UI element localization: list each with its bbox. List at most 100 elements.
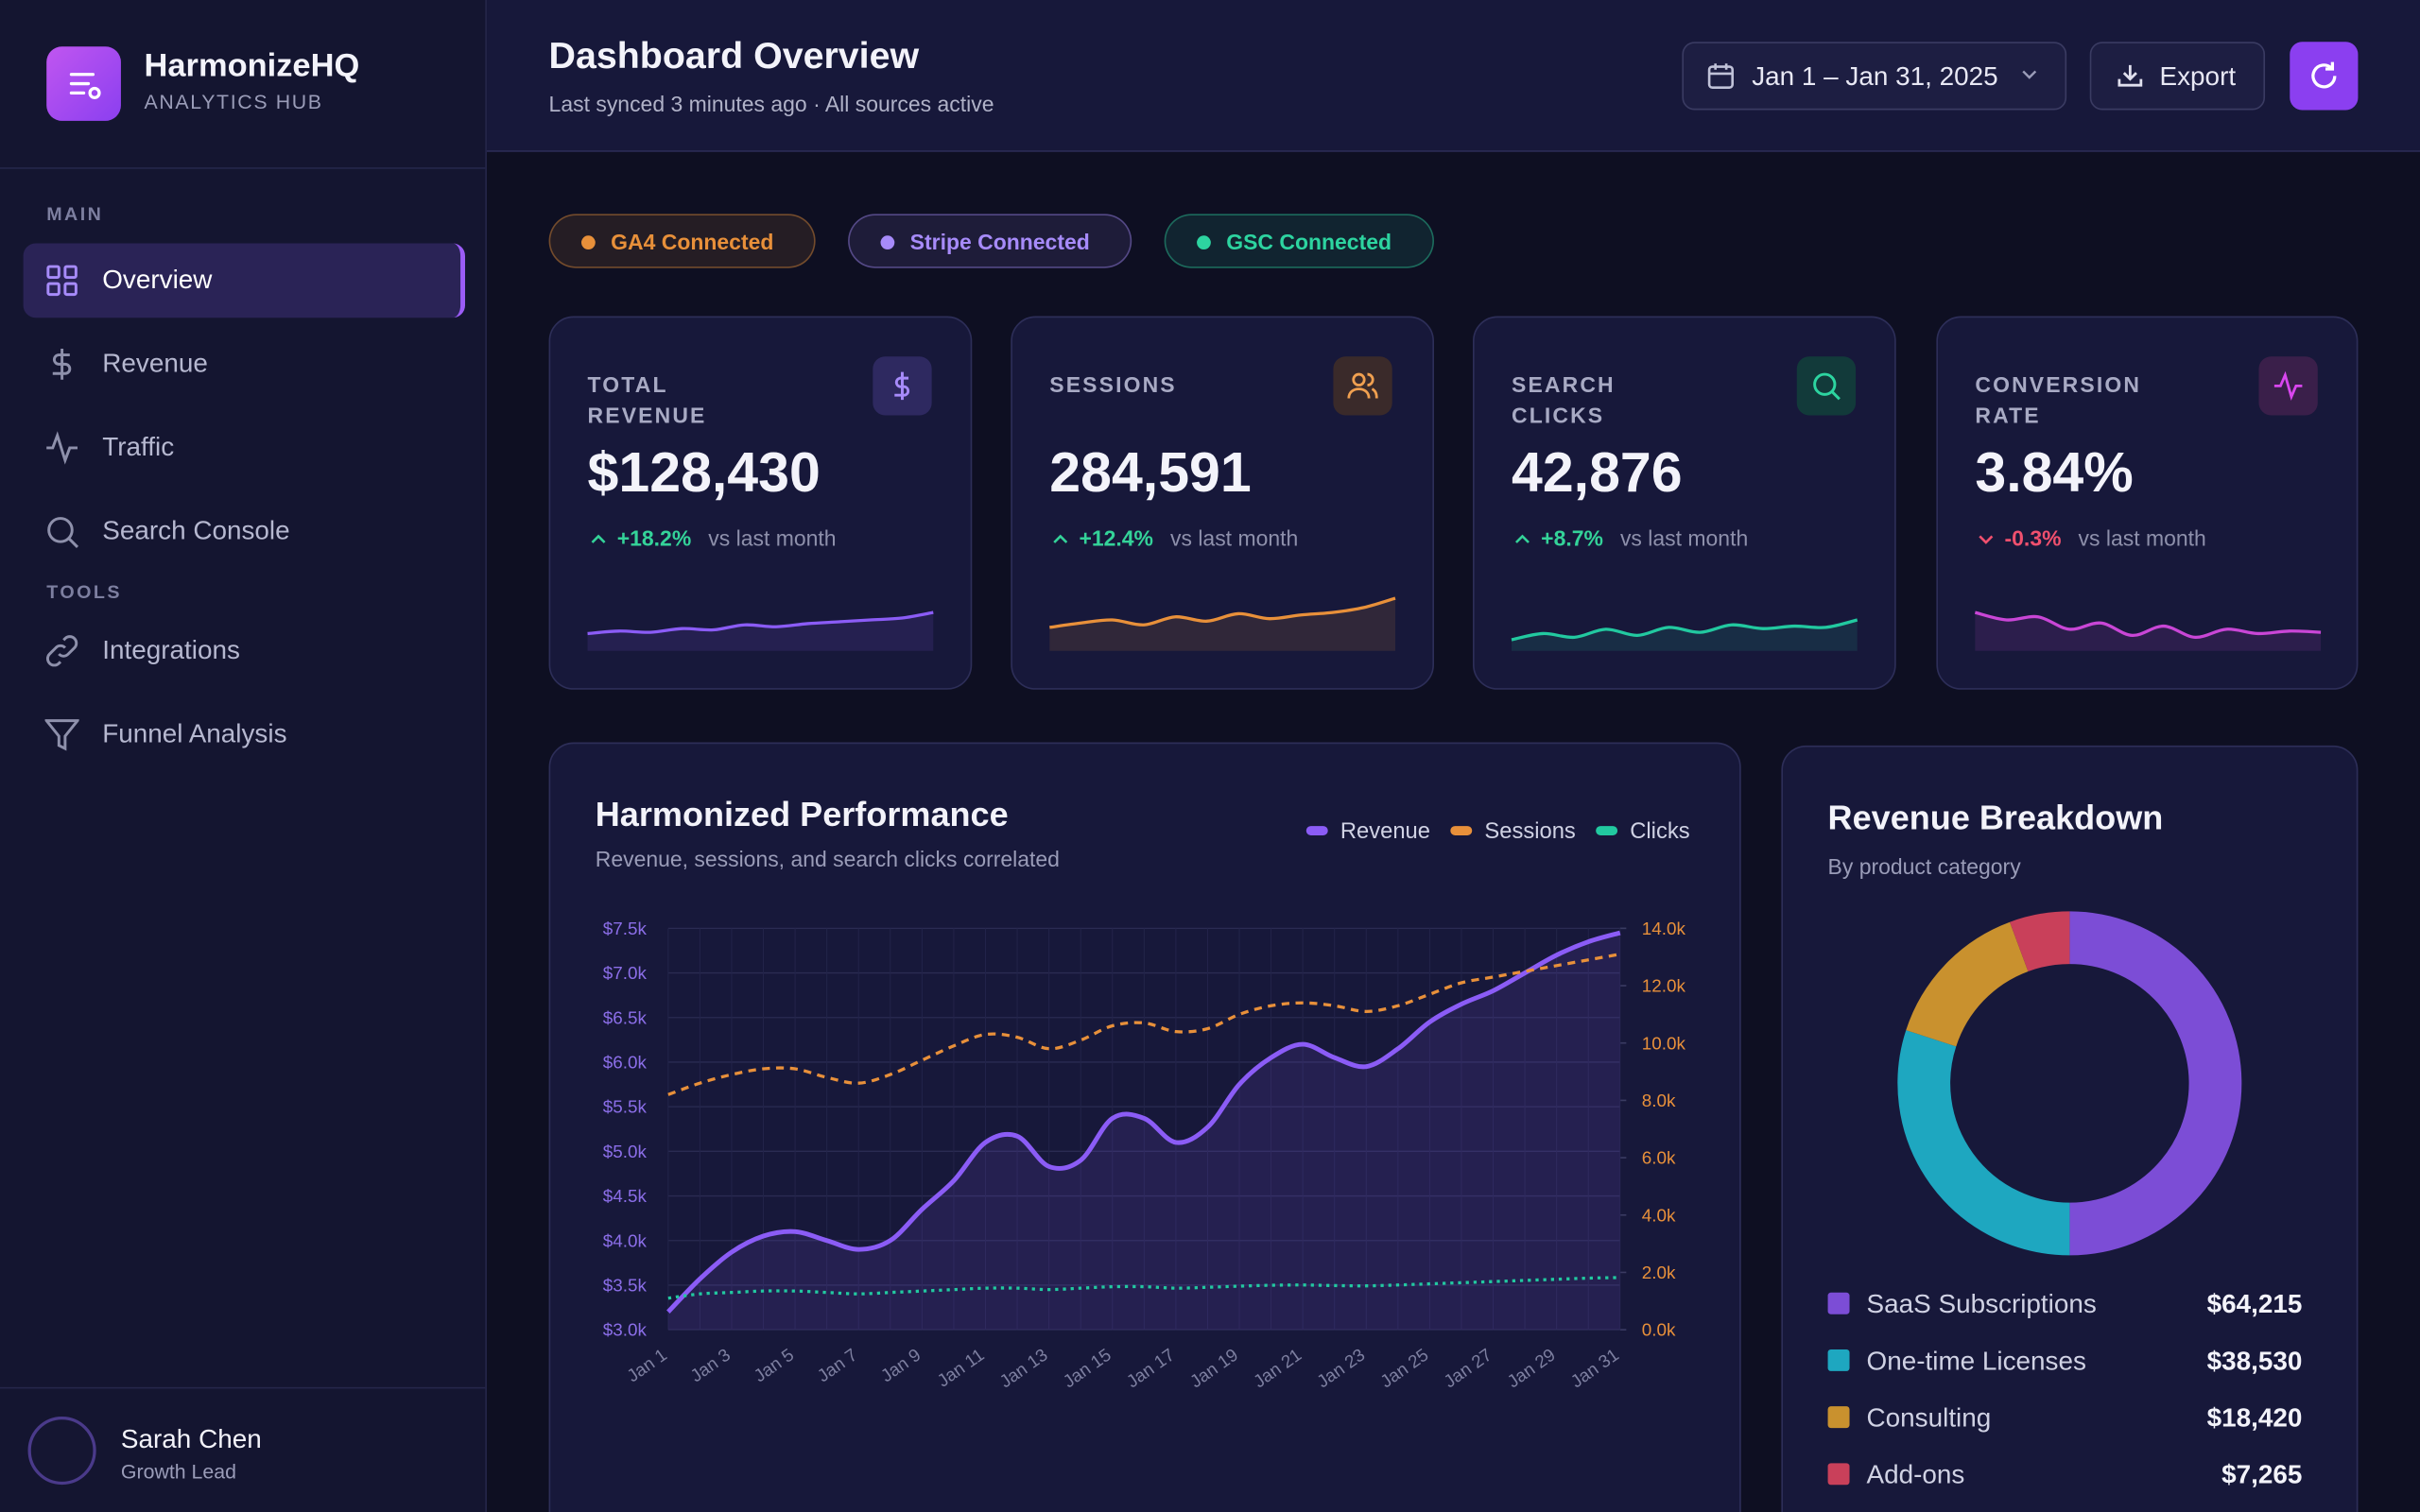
kpi-comparison: vs last month bbox=[708, 524, 837, 551]
series-line bbox=[667, 953, 1621, 1096]
nav-icon bbox=[46, 635, 78, 667]
status-dot bbox=[880, 235, 895, 250]
kpi-icon bbox=[1796, 356, 1857, 416]
legend-swatch bbox=[1827, 1406, 1850, 1429]
sparkline bbox=[587, 610, 934, 636]
status-badge: GA4 Connected bbox=[548, 214, 816, 268]
legend-swatch bbox=[1596, 826, 1618, 835]
page-subtitle: Last synced 3 minutes ago · All sources … bbox=[548, 91, 994, 116]
users-icon bbox=[1347, 372, 1378, 399]
nav-label: Search Console bbox=[102, 516, 290, 546]
x-tick-label: Jan 31 bbox=[1567, 1345, 1622, 1392]
legend-label: Clicks bbox=[1630, 818, 1689, 844]
legend-swatch bbox=[1827, 1349, 1850, 1371]
nav-item[interactable]: Funnel Analysis bbox=[24, 697, 460, 772]
status-badge: Stripe Connected bbox=[848, 214, 1132, 268]
x-tick-label: Jan 15 bbox=[1060, 1345, 1115, 1392]
legend-swatch bbox=[1827, 1463, 1850, 1486]
trend-arrow bbox=[1514, 534, 1530, 543]
kpi-label: SEARCH CLICKS bbox=[1512, 371, 1616, 428]
y-tick-label: $5.5k bbox=[603, 1097, 648, 1117]
chart-subtitle: By product category bbox=[1828, 854, 2022, 879]
badge-label: GA4 Connected bbox=[611, 229, 774, 254]
kpi-change: +12.4% bbox=[1079, 524, 1153, 551]
y-tick-label: $7.5k bbox=[603, 919, 648, 938]
y-tick-label: $5.0k bbox=[603, 1142, 648, 1161]
brand-tagline: ANALYTICS HUB bbox=[144, 90, 323, 113]
donut-segment bbox=[2068, 911, 2242, 1256]
x-tick-label: Jan 25 bbox=[1376, 1345, 1431, 1392]
y2-tick-label: 2.0k bbox=[1642, 1263, 1676, 1282]
badge-label: GSC Connected bbox=[1226, 229, 1392, 254]
value-label: $64,215 bbox=[2207, 1289, 2303, 1318]
sparkline bbox=[1049, 596, 1396, 629]
sidebar: HarmonizeHQ ANALYTICS HUB MAIN Overview … bbox=[0, 0, 487, 1512]
nav-item[interactable]: Overview bbox=[23, 243, 465, 318]
performance-card bbox=[548, 742, 1741, 1512]
export-button[interactable]: Export bbox=[2089, 42, 2266, 111]
sparkline-area bbox=[1049, 598, 1395, 651]
y2-tick-label: 14.0k bbox=[1642, 919, 1686, 938]
y-tick-label: $3.0k bbox=[603, 1320, 648, 1340]
status-badge: GSC Connected bbox=[1164, 214, 1434, 268]
nav-label: Traffic bbox=[102, 432, 175, 462]
breakdown-card bbox=[1781, 745, 2359, 1512]
chart-title: Revenue Breakdown bbox=[1828, 798, 2164, 836]
page-title: Dashboard Overview bbox=[548, 35, 920, 77]
nav-item[interactable]: Search Console bbox=[24, 494, 460, 569]
export-label: Export bbox=[2159, 61, 2237, 92]
x-tick-label: Jan 9 bbox=[877, 1345, 925, 1386]
date-picker[interactable]: Jan 1 – Jan 31, 2025 bbox=[1682, 42, 2067, 111]
kpi-value: 284,591 bbox=[1049, 439, 1252, 504]
trend-arrow bbox=[1053, 534, 1068, 543]
sparkline bbox=[1511, 618, 1858, 642]
area-fill bbox=[667, 933, 1620, 1331]
refresh-icon bbox=[2311, 61, 2337, 89]
nav-icon bbox=[46, 431, 78, 465]
logo-icon bbox=[69, 73, 101, 99]
chart-subtitle: Revenue, sessions, and search clicks cor… bbox=[596, 847, 1060, 871]
value-label: $7,265 bbox=[2221, 1460, 2302, 1489]
y-tick-label: $4.0k bbox=[603, 1230, 648, 1250]
nav-icon bbox=[52, 348, 72, 380]
nav-icon bbox=[47, 517, 79, 548]
kpi-value: 42,876 bbox=[1512, 439, 1683, 504]
y2-tick-label: 8.0k bbox=[1642, 1091, 1676, 1110]
y2-tick-label: 6.0k bbox=[1642, 1148, 1676, 1168]
legend-label: SaaS Subscriptions bbox=[1867, 1289, 2097, 1318]
kpi-icon bbox=[873, 356, 932, 416]
date-range: Jan 1 – Jan 31, 2025 bbox=[1752, 61, 1998, 92]
header: Dashboard Overview Last synced 3 minutes… bbox=[486, 0, 2420, 152]
donut-segment bbox=[1897, 1030, 2071, 1256]
kpi-label: SESSIONS bbox=[1049, 371, 1177, 397]
avatar[interactable] bbox=[27, 1416, 96, 1486]
kpi-label: TOTAL REVENUE bbox=[587, 371, 707, 428]
y2-tick-label: 12.0k bbox=[1642, 976, 1686, 996]
y-tick-label: $7.0k bbox=[603, 963, 648, 983]
x-tick-label: Jan 3 bbox=[686, 1345, 734, 1386]
refresh-button[interactable] bbox=[2290, 42, 2359, 111]
legend-swatch bbox=[1450, 826, 1473, 835]
x-tick-label: Jan 1 bbox=[623, 1345, 670, 1386]
nav-item[interactable]: Integrations bbox=[24, 613, 460, 688]
nav-item[interactable]: Revenue bbox=[24, 327, 460, 402]
kpi-card bbox=[1936, 316, 2359, 690]
kpi-label: CONVERSION RATE bbox=[1975, 371, 2142, 428]
search-icon bbox=[1813, 372, 1841, 401]
kpi-icon bbox=[2258, 356, 2318, 416]
y-tick-label: $6.0k bbox=[603, 1053, 648, 1073]
nav-icon bbox=[46, 265, 78, 297]
section-title: MAIN bbox=[46, 202, 104, 225]
sparkline bbox=[1974, 610, 2322, 640]
nav-label: Integrations bbox=[102, 635, 240, 665]
nav-label: Revenue bbox=[102, 349, 208, 379]
legend-label: Sessions bbox=[1484, 818, 1576, 844]
nav-item[interactable]: Traffic bbox=[24, 411, 460, 486]
section-title: TOOLS bbox=[46, 581, 122, 603]
brand-name: HarmonizeHQ bbox=[144, 47, 360, 84]
logo[interactable] bbox=[46, 46, 121, 121]
